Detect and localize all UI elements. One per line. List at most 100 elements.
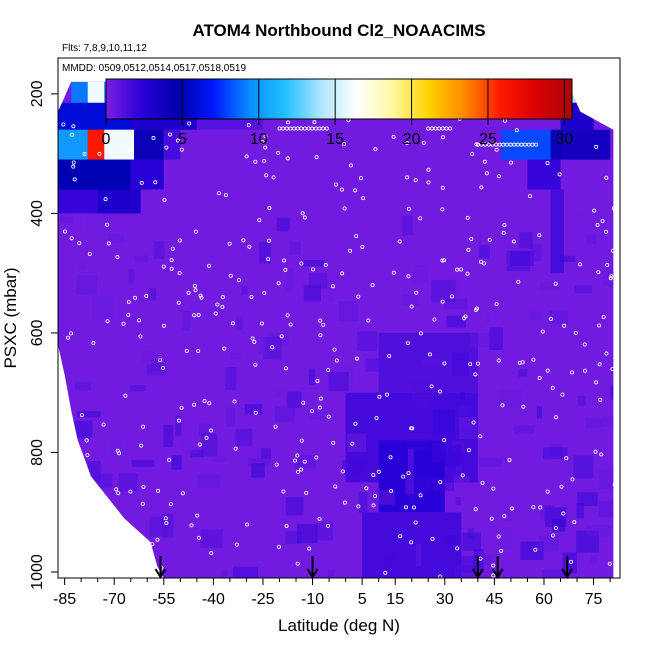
sample-point — [318, 333, 323, 338]
sample-point — [295, 126, 300, 131]
heatmap-texture-cell — [73, 514, 82, 526]
sample-point — [245, 522, 250, 527]
sample-point — [449, 294, 454, 299]
sample-point — [594, 380, 599, 385]
sample-point — [519, 142, 524, 147]
heatmap-texture-cell — [76, 275, 97, 295]
sample-point — [271, 175, 276, 180]
sample-point — [340, 469, 345, 474]
sample-point — [198, 293, 203, 298]
x-tick-label: 60 — [535, 591, 553, 608]
sample-point — [209, 551, 214, 556]
sample-point — [306, 126, 311, 131]
sample-point — [511, 239, 516, 244]
x-tick-label: 30 — [436, 591, 454, 608]
sample-point — [299, 438, 304, 443]
sample-point — [528, 194, 533, 199]
sample-point — [274, 462, 279, 467]
heatmap-texture-cell — [251, 463, 265, 478]
sample-point — [502, 514, 507, 519]
sample-point — [197, 442, 202, 447]
sample-point — [444, 126, 449, 131]
heatmap-texture-cell — [444, 298, 468, 310]
sample-point — [155, 537, 160, 542]
heatmap-texture-cell — [542, 447, 568, 460]
heatmap-texture-cell — [274, 406, 295, 422]
sample-point — [514, 128, 519, 133]
sample-point — [216, 191, 221, 196]
heatmap-texture-cell — [446, 315, 466, 328]
sample-point — [209, 428, 214, 433]
sample-point — [79, 413, 84, 418]
sample-point — [545, 489, 550, 494]
colorbar-tick-label: 0 — [102, 131, 111, 148]
heatmap-texture-cell — [134, 255, 148, 263]
heatmap-texture-cell — [591, 555, 598, 564]
sample-point — [616, 331, 621, 336]
heatmap-texture-cell — [471, 333, 491, 348]
sample-point — [315, 378, 320, 383]
heatmap-texture-cell — [295, 455, 316, 469]
heatmap-texture-cell — [148, 288, 157, 301]
sample-point — [103, 197, 108, 202]
sample-point — [561, 511, 566, 516]
sample-point — [533, 547, 538, 552]
heatmap-texture-cell — [357, 331, 378, 352]
sample-point — [465, 215, 470, 220]
sample-point — [192, 402, 197, 407]
heatmap-texture-cell — [200, 529, 223, 548]
sample-point — [285, 156, 290, 161]
sample-point — [418, 216, 423, 221]
sample-point — [440, 258, 445, 263]
sample-point — [486, 142, 491, 147]
sample-point — [232, 399, 237, 404]
heatmap-texture-cell — [519, 232, 533, 249]
sample-point — [405, 341, 410, 346]
heatmap-texture-cell — [190, 449, 205, 458]
heatmap-cell — [58, 189, 98, 214]
sample-point — [507, 457, 512, 462]
down-arrow-icon — [471, 556, 484, 579]
sample-point — [276, 544, 281, 549]
sample-point — [279, 334, 284, 339]
colorbar-tick-label: 30 — [555, 131, 573, 148]
sample-point — [391, 134, 396, 139]
sample-point — [432, 317, 437, 322]
heatmap-texture-cell — [263, 336, 282, 360]
sample-point — [387, 353, 392, 358]
sample-point — [126, 300, 131, 305]
sample-point — [569, 559, 574, 564]
sample-point — [573, 330, 578, 335]
sample-point — [482, 261, 487, 266]
sample-point — [494, 147, 499, 152]
heatmap-texture-cell — [146, 364, 166, 376]
sample-point — [509, 160, 514, 165]
x-tick-label: -85 — [53, 591, 76, 608]
sample-point — [562, 323, 567, 328]
heatmap-texture-cell — [613, 370, 628, 393]
sample-point — [77, 241, 82, 246]
y-tick-label: 600 — [29, 319, 46, 346]
heatmap-texture-cell — [201, 433, 218, 457]
sample-point — [286, 120, 291, 125]
heatmap-texture-cell — [432, 409, 456, 433]
sample-point — [314, 455, 319, 460]
sample-point — [570, 370, 575, 375]
colorbar-tick-label: 25 — [479, 131, 497, 148]
heatmap-texture-cell — [408, 477, 432, 494]
sample-point — [597, 362, 602, 367]
heatmap-texture-cell — [573, 455, 594, 479]
sample-point — [405, 175, 410, 180]
sample-point — [234, 542, 239, 547]
heatmap-texture-cell — [520, 541, 544, 560]
sample-point — [534, 142, 539, 147]
heatmap-texture-cell — [94, 473, 113, 488]
sample-point — [230, 321, 235, 326]
sample-point — [281, 126, 286, 131]
heatmap-texture-cell — [60, 215, 74, 224]
heatmap-texture-cell — [236, 317, 243, 331]
sample-point — [193, 229, 198, 234]
sample-point — [71, 124, 76, 129]
sample-point — [66, 335, 71, 340]
